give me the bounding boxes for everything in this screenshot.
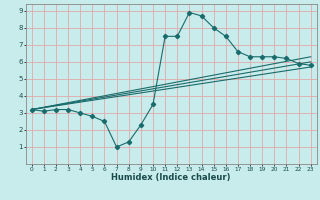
X-axis label: Humidex (Indice chaleur): Humidex (Indice chaleur) [111,173,231,182]
